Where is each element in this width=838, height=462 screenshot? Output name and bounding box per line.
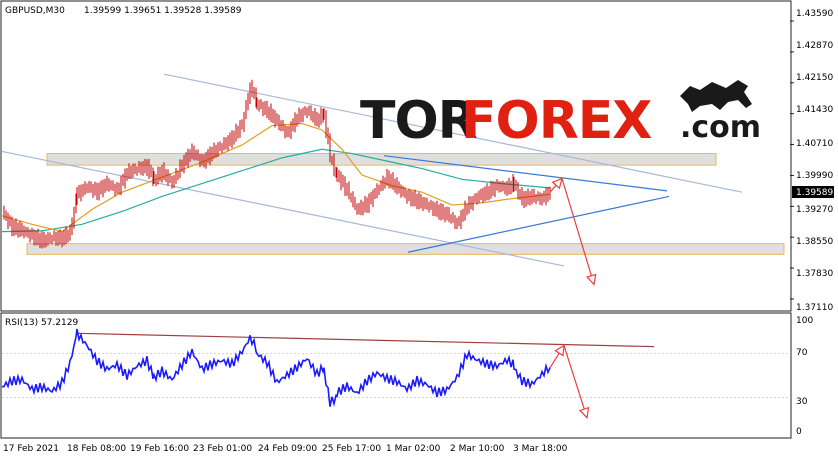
x-tick: 23 Feb 01:00 — [193, 444, 252, 454]
grid-layer — [2, 20, 794, 399]
rsi-arrow-head-down — [578, 406, 590, 419]
bull-icon — [680, 80, 752, 112]
chart-symbol: GBPUSD,M30 — [5, 6, 65, 16]
price-tick: 1.37830 — [796, 269, 833, 279]
x-tick: 18 Feb 08:00 — [67, 444, 126, 454]
rsi-title: RSI(13) 57.2129 — [5, 318, 78, 328]
rsi-tick: 0 — [796, 427, 802, 437]
price-arrow-head-up — [551, 177, 563, 190]
price-tick: 1.41430 — [796, 105, 833, 115]
candles — [3, 79, 551, 249]
rsi-panel — [0, 312, 792, 439]
price-tick: 1.42870 — [796, 41, 833, 51]
price-tag-text: 1.39589 — [796, 188, 833, 198]
price-tick: 1.38550 — [796, 237, 833, 247]
logo-part-forex: FOREX — [461, 91, 652, 151]
price-tick: 1.39270 — [796, 205, 833, 215]
lines-layer — [1, 73, 743, 348]
x-tick: 19 Feb 16:00 — [130, 444, 189, 454]
price-y-axis: 1.43590 1.42870 1.42150 1.41430 1.40710 … — [796, 9, 833, 313]
triangle-line — [383, 155, 668, 192]
x-tick: 24 Feb 09:00 — [258, 444, 317, 454]
rsi-arrow-head-up — [554, 344, 565, 357]
logo-part-dotcom: .com — [680, 110, 761, 145]
torforex-logo: TOR FOREX .com — [360, 80, 761, 151]
rsi-y-axis: 100 70 30 0 — [796, 316, 813, 437]
price-tick: 1.43590 — [796, 9, 833, 19]
price-tick: 1.39990 — [796, 171, 833, 181]
x-tick: 2 Mar 10:00 — [450, 444, 505, 454]
price-tick: 1.37110 — [796, 303, 833, 313]
x-tick: 3 Mar 18:00 — [513, 444, 568, 454]
chart-ohlc: 1.39599 1.39651 1.39528 1.39589 — [84, 6, 242, 16]
arrow-layer — [549, 177, 597, 419]
zone-support — [26, 243, 785, 255]
current-price-tag: 1.39589 — [792, 186, 834, 198]
rsi-tick: 100 — [796, 316, 813, 326]
price-tag-bg — [792, 186, 834, 198]
x-tick: 1 Mar 02:00 — [386, 444, 441, 454]
x-tick: 17 Feb 2021 — [3, 444, 59, 454]
rsi-trend-line — [76, 332, 655, 348]
series-layer — [1, 79, 551, 408]
ma-fast-line — [1, 122, 551, 233]
triangle-line — [407, 195, 670, 253]
x-tick: 25 Feb 17:00 — [322, 444, 381, 454]
price-arrow-head-down — [585, 273, 597, 286]
channel-line — [1, 150, 565, 267]
x-axis: 17 Feb 2021 18 Feb 08:00 19 Feb 16:00 23… — [3, 444, 568, 454]
rsi-line — [1, 328, 551, 408]
logo-part-tor: TOR — [360, 91, 477, 151]
rsi-tick: 70 — [796, 348, 808, 358]
price-tick: 1.40710 — [796, 139, 833, 149]
ma-slow-line — [1, 148, 551, 233]
channel-line — [163, 73, 743, 193]
rsi-tick: 30 — [796, 397, 808, 407]
price-tick: 1.42150 — [796, 73, 833, 83]
